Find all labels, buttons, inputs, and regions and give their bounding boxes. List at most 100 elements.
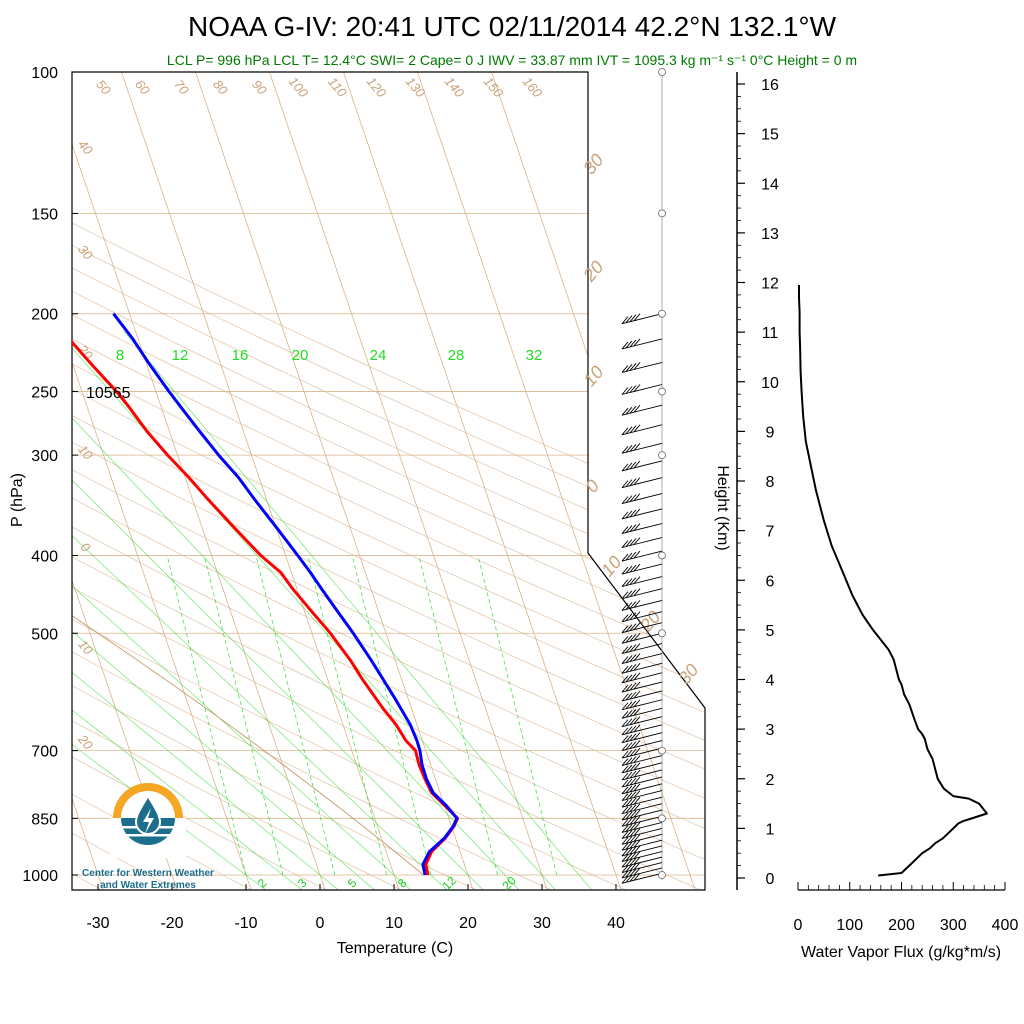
wind-barb (621, 872, 663, 884)
moist-adiabat (123, 330, 594, 890)
wind-barb (621, 716, 663, 728)
wind-barb (621, 550, 663, 562)
temperature-tick-label: -10 (234, 915, 257, 932)
isotherm-line (72, 72, 179, 890)
mixing-ratio-label: 20 (292, 347, 309, 364)
mixing-ratio-label: 5 (345, 876, 360, 891)
isotherm-label: 20 (74, 731, 96, 753)
dry-adiabat (72, 72, 705, 890)
wind-barb (621, 563, 663, 575)
wind-barb (621, 790, 663, 802)
skew-t-frame (71, 71, 706, 891)
wind-barb (621, 523, 663, 534)
height-tick-label: 15 (761, 127, 779, 144)
wind-barb (621, 362, 663, 373)
dry-adiabat (72, 72, 705, 890)
flux-tick-label: 400 (992, 917, 1019, 934)
wind-barb (621, 833, 663, 845)
theta-label: 100 (286, 74, 312, 101)
theta-label: 50 (93, 77, 114, 98)
wind-barb (621, 851, 663, 862)
barb-calm-icon (658, 629, 666, 638)
pressure-tick-label: 300 (31, 448, 58, 465)
mixing-ratio-label: 16 (232, 347, 249, 364)
wind-barb (621, 662, 663, 674)
dry-adiabat (72, 72, 705, 890)
cw3e-logo: Center for Western Weather and Water Ext… (82, 783, 214, 891)
height-axis-label: Height (Km) (714, 465, 731, 550)
wind-barb (621, 867, 663, 879)
flux-axis-label: Water Vapor Flux (g/kg*m/s) (801, 944, 1001, 961)
temperature-tick-label: 20 (459, 915, 477, 932)
temperature-axis: -30 -20 -10 0 10 20 30 40 (86, 884, 625, 932)
mixing-ratio-line (418, 555, 498, 876)
skew-t-series (72, 312, 460, 876)
wind-barb (621, 815, 663, 827)
pressure-tick-label: 500 (31, 626, 58, 643)
flux-line (798, 285, 988, 877)
dry-adiabat (72, 72, 705, 890)
isotherm-label: 20 (74, 341, 96, 363)
wind-barb (621, 508, 663, 520)
barb-calm-icon (658, 309, 666, 318)
dry-adiabat (72, 72, 481, 890)
dry-adiabat (72, 72, 705, 890)
chart-subtitle: LCL P= 996 hPa LCL T= 12.4°C SWI= 2 Cape… (167, 52, 857, 68)
pressure-tick-label: 700 (31, 744, 58, 761)
wind-barb (621, 442, 663, 454)
wind-barb (621, 313, 663, 325)
logo-bolt-icon (143, 808, 154, 834)
wind-barb (621, 732, 663, 744)
theta-label: 120 (364, 74, 390, 101)
dry-adiabat (72, 72, 705, 890)
mixing-ratio-label: 8 (116, 347, 124, 364)
wind-barb (621, 845, 663, 857)
mixing-ratio-label: 32 (526, 347, 543, 364)
temperature-axis-label: Temperature (C) (337, 940, 453, 957)
isotherm-line (72, 72, 253, 890)
parcel-curve (72, 104, 424, 876)
wind-barb (621, 740, 663, 751)
wind-barb (621, 622, 663, 634)
height-tick-label: 7 (766, 524, 775, 541)
barb-calm-icon (658, 814, 666, 823)
height-tick-label: 5 (766, 623, 775, 640)
theta-label: 90 (249, 77, 270, 98)
height-tick-label: 6 (766, 573, 775, 590)
isotherm-line (0, 35, 30, 892)
theta-label: 70 (171, 77, 192, 98)
dry-adiabat (72, 72, 705, 890)
isotherm-label: 0 (77, 540, 94, 556)
temperature-tick-label: 30 (533, 915, 551, 932)
mixing-ratio-line (166, 555, 247, 876)
moist-adiabat (72, 330, 522, 890)
pressure-axis: 100 150 200 250 300 400 500 700 850 1000 (22, 65, 78, 885)
barb-calm-icon (658, 746, 666, 755)
wind-barb (621, 338, 663, 350)
temperature-tick-label: 40 (607, 915, 625, 932)
dry-adiabat (0, 35, 30, 892)
wind-barb (621, 699, 663, 711)
wind-barb (621, 755, 663, 766)
height-tick-label: 8 (766, 474, 775, 491)
isotherm-label: 20 (579, 257, 608, 286)
height-tick-label: 12 (761, 276, 779, 293)
mixing-ratio-label: 8 (395, 876, 410, 891)
wind-barb (621, 681, 663, 693)
wind-barb (621, 827, 663, 839)
isotherm-label: 10 (75, 637, 96, 658)
wind-barb (621, 809, 663, 821)
wind-barb (621, 724, 663, 736)
wind-barb (621, 537, 663, 549)
dry-adiabat (72, 72, 705, 890)
barb-calm-icon (658, 209, 666, 218)
wind-barb (621, 856, 663, 868)
wind-barb (621, 862, 663, 874)
skew-t-background-lines (0, 35, 705, 892)
dry-adiabat (72, 72, 705, 890)
dry-adiabat (72, 72, 556, 890)
mixing-ratio-label: 2 (255, 876, 270, 891)
isotherm-line (108, 72, 401, 890)
dry-adiabat (72, 72, 705, 890)
